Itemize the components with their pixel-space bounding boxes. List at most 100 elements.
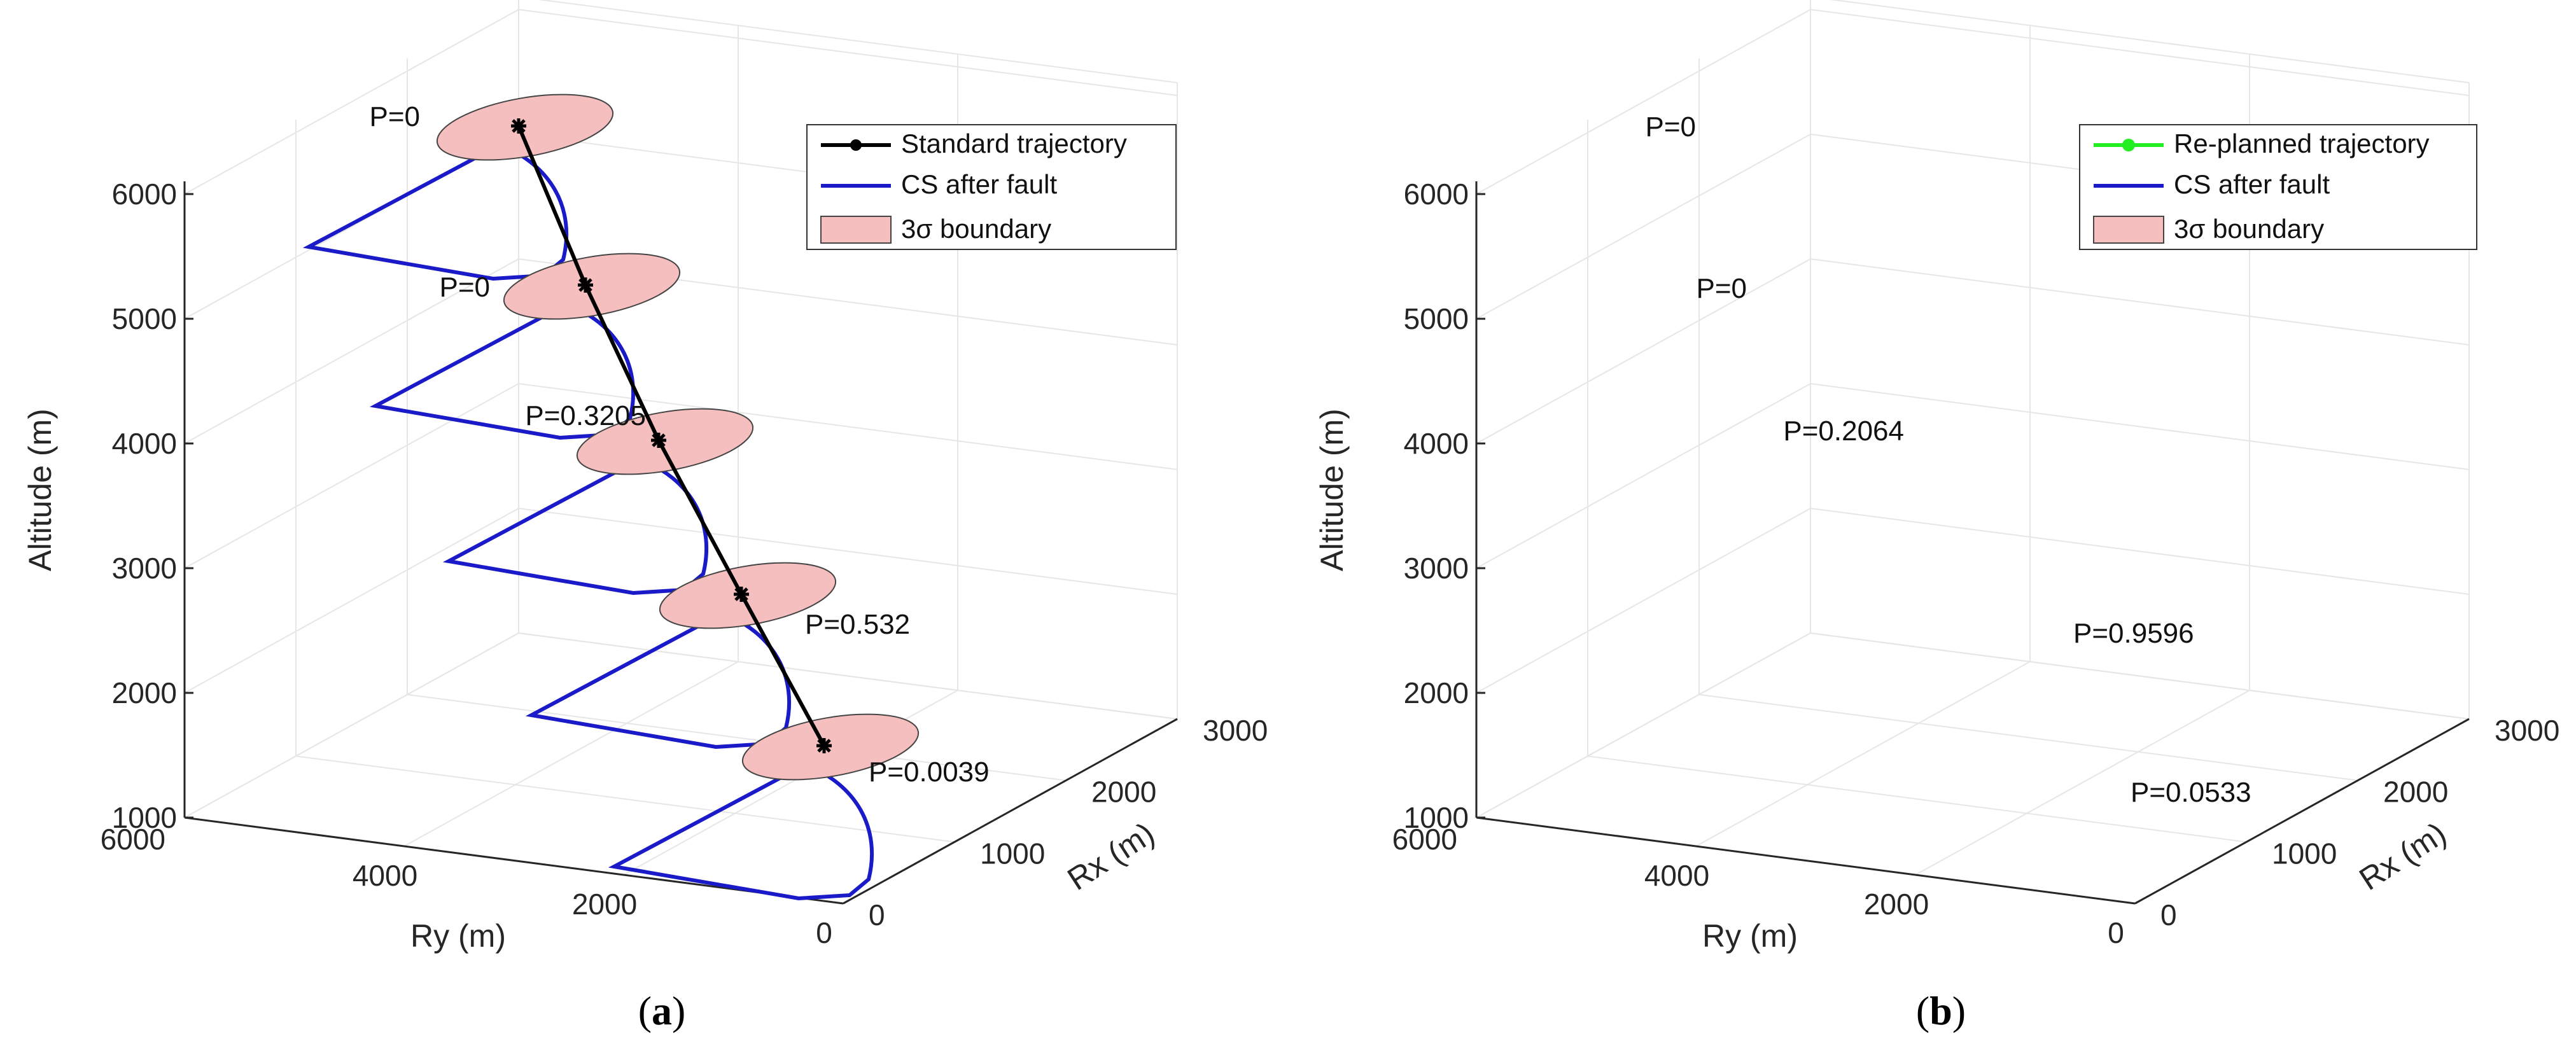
rx-axis-line [843, 718, 1178, 905]
probability-label: P=0.2064 [1783, 415, 1904, 447]
rx-tick-label: 3000 [2495, 714, 2559, 747]
grid-line [1810, 508, 2470, 595]
ry-tick-label: 0 [816, 916, 832, 949]
z-tick-label: 3000 [112, 552, 177, 585]
ry-tick-label: 6000 [101, 823, 165, 856]
ry-tick-label: 4000 [353, 859, 417, 892]
z-tick-label: 5000 [112, 302, 177, 335]
grid-line [1810, 258, 2470, 345]
marker-stroke [817, 739, 831, 753]
ry-axis-line [1476, 816, 2136, 905]
legend-sigma-label: 3σ boundary [2174, 214, 2324, 244]
trajectory-marker [734, 587, 749, 602]
grid-line [1476, 383, 1811, 569]
grid-line [184, 383, 519, 569]
grid-line [1698, 694, 2358, 781]
ry-tick-label: 6000 [1392, 823, 1457, 856]
axes [183, 181, 1178, 905]
probability-label: P=0.3205 [525, 400, 646, 431]
z-tick-label: 2000 [1404, 676, 1469, 709]
z-tick-label: 1000 [112, 801, 177, 834]
z-tick-label: 1000 [1404, 801, 1469, 834]
probability-label: P=0 [369, 101, 420, 132]
panel-caption: (a) [638, 988, 686, 1033]
grid-line [1915, 690, 2250, 875]
legend-cs-label: CS after fault [901, 169, 1057, 199]
grid-line [1587, 755, 2247, 843]
grid-line [1476, 134, 1811, 319]
z-tick-label: 2000 [112, 676, 177, 709]
rx-axis-label: Rx (m) [1061, 815, 1161, 897]
trajectory-marker [816, 738, 832, 753]
probability-label: P=0.0039 [869, 757, 990, 788]
rx-axis-label: Rx (m) [2353, 815, 2453, 897]
legend-sigma-swatch [2093, 216, 2164, 244]
grid-line [1810, 383, 2470, 470]
z-axis-label: Altitude (m) [22, 408, 58, 571]
grid-line [1810, 9, 2470, 96]
grid-line [1476, 258, 1811, 444]
probability-label: P=0 [1696, 273, 1747, 304]
grid-line [403, 661, 739, 847]
grid-line [184, 258, 519, 444]
marker-stroke [652, 433, 666, 447]
probability-label: P=0 [1645, 111, 1696, 143]
rx-tick-label: 1000 [980, 837, 1045, 870]
grid-line [184, 632, 519, 818]
rx-tick-label: 0 [869, 898, 885, 931]
probability-label: P=0.0533 [2131, 777, 2251, 808]
grid-line [184, 508, 519, 694]
marker-stroke [578, 278, 592, 292]
grid-line [295, 755, 955, 843]
rx-tick-label: 2000 [1091, 776, 1156, 809]
grid-line [184, 9, 519, 195]
rx-tick-label: 0 [2160, 898, 2177, 931]
chart-panel-b: 1000 2000 3000 4000 5000 6000 6000 4000 2000 0 0 10… [1314, 0, 2559, 1033]
legend-trajectory-marker [850, 139, 862, 151]
chart-panel-a: 1000 2000 3000 4000 5000 6000 6000 4000 2000 0 0 10… [22, 0, 1268, 1033]
legend-trajectory-label: Re-planned trajectory [2174, 129, 2430, 158]
grid-line [538, 0, 1178, 83]
rx-tick-label: 1000 [2272, 837, 2337, 870]
grid-line [518, 383, 1178, 470]
z-tick-label: 6000 [1404, 178, 1469, 211]
trajectory-marker [578, 277, 593, 293]
legend-sigma-swatch [820, 216, 892, 244]
grid-line [1476, 508, 1811, 694]
rx-axis-line [2134, 718, 2470, 905]
grid-line [518, 632, 1178, 720]
rx-tick-label: 3000 [1203, 714, 1268, 747]
z-tick-label: 5000 [1404, 302, 1469, 335]
legend: Re-planned trajectory CS after fault 3σ bo… [2079, 124, 2477, 250]
legend-sigma-label: 3σ boundary [901, 214, 1051, 244]
ry-tick-label: 4000 [1644, 859, 1709, 892]
grid-line [1830, 0, 2470, 83]
grid-line [1695, 661, 2031, 847]
panel-letter: a [652, 988, 672, 1033]
marker-stroke [734, 587, 748, 601]
panel-letter: b [1929, 988, 1952, 1033]
grid-line [518, 9, 1178, 96]
legend-trajectory-marker [2122, 139, 2135, 151]
axes [1475, 181, 2470, 905]
ry-axis-label: Ry (m) [1702, 918, 1798, 954]
cs-after-fault-outline [302, 143, 569, 281]
legend: Standard trajectory CS after fault 3σ boun… [806, 124, 1177, 250]
grid-line [407, 694, 1067, 781]
z-tick-label: 4000 [112, 427, 177, 460]
legend-cs-label: CS after fault [2174, 169, 2330, 199]
z-tick-label: 3000 [1404, 552, 1469, 585]
z-tick-label: 4000 [1404, 427, 1469, 460]
cs-after-fault-outline [525, 611, 792, 750]
probability-label: P=0 [439, 272, 490, 303]
legend-trajectory-label: Standard trajectory [901, 129, 1127, 158]
z-axis-label: Altitude (m) [1314, 408, 1350, 571]
rx-tick-label: 2000 [2383, 776, 2448, 809]
grid-line [518, 508, 1178, 595]
trajectory-marker [651, 433, 666, 448]
ry-tick-label: 2000 [1864, 888, 1929, 921]
panel-caption: (b) [1916, 988, 1966, 1033]
ry-axis-label: Ry (m) [410, 918, 506, 954]
ry-tick-label: 0 [2108, 916, 2124, 949]
